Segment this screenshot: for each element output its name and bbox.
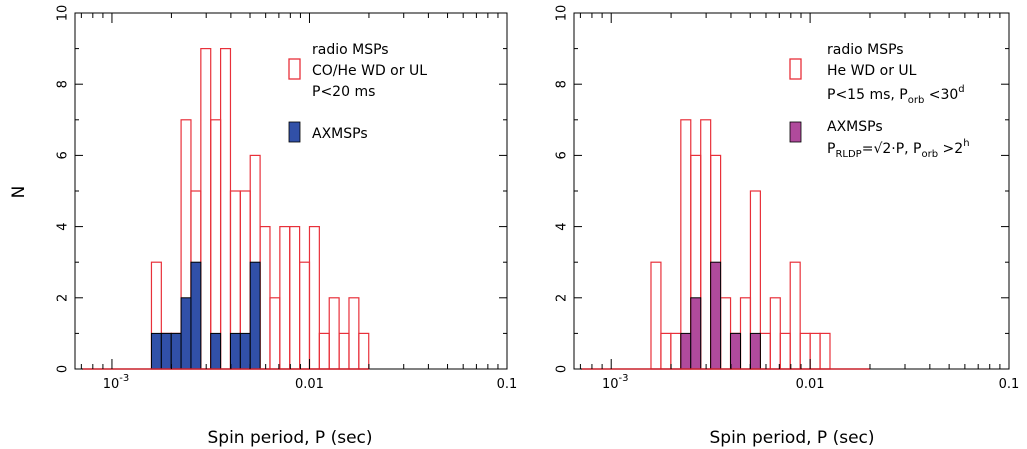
radio-bar-2 [670, 332, 682, 370]
radio-bar-0 [650, 261, 662, 370]
radio-bar-13 [779, 332, 791, 370]
radio-bar-11 [759, 332, 771, 370]
radio-bar-9 [739, 297, 752, 370]
radio-bar-6 [210, 119, 222, 370]
axmsp-bar-7 [239, 332, 251, 370]
radio-bar-14 [289, 226, 301, 370]
axmsp-bar-5 [210, 332, 222, 370]
legend-radio-line1: CO/He WD or UL [312, 63, 427, 79]
radio-bar-5 [200, 47, 212, 370]
plot-frame [573, 12, 1010, 370]
histogram-panel-right: 0 2 4 6 8 10 10-3 0.01 0.1 Spin period, P (se… [555, 5, 1020, 448]
x-tick-label-0: 10-3 [602, 373, 629, 392]
axmsp-bar-3 [730, 332, 741, 370]
axmsp-bar-2 [170, 332, 182, 370]
y-tick-labels: 0 2 4 6 8 10 [555, 5, 570, 373]
y-tick-label-4: 8 [555, 80, 570, 88]
y-tick-label-3: 6 [555, 151, 570, 159]
axmsp-bar-6 [229, 332, 241, 370]
legend-axmsp-title: AXMSPs [312, 126, 368, 142]
axmsp-bar-3 [180, 297, 192, 370]
axmsp-bars [680, 261, 761, 370]
y-tick-label-1: 2 [555, 294, 570, 302]
legend-axmsp-line1: PRLDP=√2·P, Porb >2h [827, 138, 970, 160]
y-axis-label: N [9, 186, 29, 199]
axmsp-bars [150, 261, 261, 370]
radio-bar-19 [338, 332, 350, 370]
radio-bar-17 [318, 332, 330, 370]
radio-bar-11 [259, 226, 271, 370]
legend-swatch-axmsp [789, 121, 802, 143]
legend-radio-line2: P<15 ms, Porb <30d [827, 84, 965, 106]
radio-bar-21 [358, 332, 370, 370]
radio-bar-16 [308, 226, 320, 370]
axmsp-bar-4 [749, 332, 761, 370]
y-tick-labels: 0 2 4 6 8 10 [56, 5, 71, 373]
radio-bar-12 [269, 297, 281, 370]
axmsp-bar-4 [190, 261, 202, 370]
legend-radio-line1: He WD or UL [827, 63, 917, 79]
x-tick-label-0: 10-3 [103, 373, 130, 392]
radio-bar-7 [219, 47, 232, 370]
radio-bar-20 [348, 297, 360, 370]
plot-frame [74, 12, 508, 370]
y-tick-label-3: 6 [56, 151, 71, 159]
radio-bar-13 [279, 226, 291, 370]
legend-swatch-radio [288, 58, 301, 80]
legend-swatch-axmsp [288, 121, 301, 143]
histogram-panel-left: 0 2 4 6 8 10 10-3 0.01 0.1 N Spin period, P (… [9, 5, 517, 448]
axis-ticks [574, 12, 1010, 370]
legend: radio MSPs CO/He WD or UL P<20 ms AXMSPs [288, 42, 427, 143]
y-tick-label-5: 10 [555, 5, 570, 22]
axmsp-bar-0 [680, 332, 692, 370]
legend: radio MSPs He WD or UL P<15 ms, Porb <30… [789, 42, 970, 160]
y-tick-label-1: 2 [56, 294, 71, 302]
axis-ticks [75, 12, 508, 370]
radio-bar-15 [799, 332, 811, 370]
x-tick-labels: 10-3 0.01 0.1 [103, 373, 518, 392]
radio-bar-16 [809, 332, 821, 370]
x-tick-label-1: 0.01 [796, 377, 825, 392]
axmsp-bar-0 [150, 332, 162, 370]
x-axis-label: Spin period, P (sec) [207, 428, 372, 448]
y-tick-label-2: 4 [555, 222, 570, 230]
legend-radio-line2: P<20 ms [312, 84, 375, 100]
y-tick-label-0: 0 [56, 365, 71, 373]
y-tick-label-4: 8 [56, 80, 71, 88]
radio-bar-5 [700, 119, 712, 370]
x-tick-label-1: 0.01 [295, 377, 324, 392]
radio-bar-1 [660, 332, 672, 370]
y-tick-label-0: 0 [555, 365, 570, 373]
x-tick-label-2: 0.1 [497, 377, 518, 392]
axmsp-bar-1 [690, 297, 702, 370]
radio-bar-3 [680, 119, 692, 370]
y-tick-label-5: 10 [56, 5, 71, 22]
x-tick-labels: 10-3 0.01 0.1 [602, 373, 1019, 392]
legend-swatch-radio [789, 58, 802, 80]
axmsp-bar-2 [710, 261, 722, 370]
radio-bar-14 [789, 261, 801, 370]
sqrt-icon: √ [873, 141, 882, 157]
axmsp-bar-8 [249, 261, 261, 370]
legend-axmsp-title: AXMSPs [827, 119, 883, 135]
legend-radio-title: radio MSPs [312, 42, 389, 58]
radio-bar-17 [819, 332, 831, 370]
x-tick-label-2: 0.1 [999, 377, 1020, 392]
radio-bar-15 [299, 261, 311, 370]
y-tick-label-2: 4 [56, 222, 71, 230]
axmsp-bar-1 [160, 332, 172, 370]
radio-bar-12 [769, 297, 781, 370]
x-axis-label: Spin period, P (sec) [709, 428, 874, 448]
radio-msp-bars [650, 119, 831, 370]
legend-radio-title: radio MSPs [827, 42, 904, 58]
radio-bar-18 [328, 297, 340, 370]
radio-bar-7 [720, 297, 732, 370]
